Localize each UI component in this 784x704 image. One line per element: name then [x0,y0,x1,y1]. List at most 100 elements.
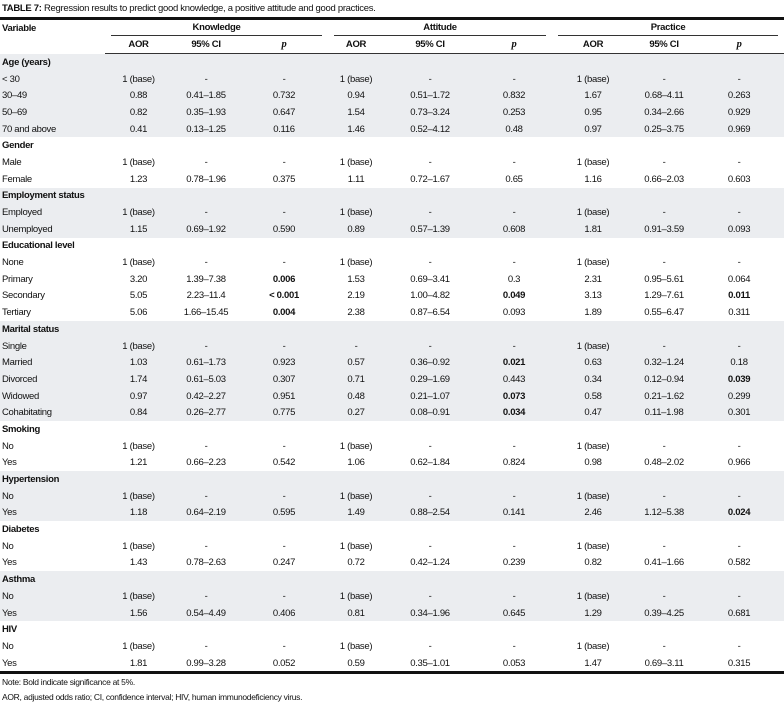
practice-aor-cell: 1 (base) [552,588,635,605]
knowledge-p-cell: 0.923 [240,354,329,372]
practice-p-cell: 0.039 [694,371,784,388]
attitude-aor-cell: 1 (base) [339,257,373,269]
row-label: Tertiary [2,307,31,319]
attitude-p-cell: - [512,540,516,552]
knowledge-ci-cell: 0.42–2.27 [172,387,240,405]
knowledge-aor-cell: 5.06 [129,307,148,319]
row-label: Unemployed [0,220,105,238]
row-label: 50–69 [0,104,105,121]
attitude-ci-cell: 0.36–0.92 [384,354,477,372]
knowledge-ci-cell: 1.39–7.38 [186,273,226,285]
attitude-p-cell: - [512,640,516,652]
header-ci: 95% CI [384,36,477,54]
knowledge-p-cell: 0.542 [272,457,296,469]
row-label: Widowed [0,387,105,405]
header-aor: AOR [105,36,172,54]
practice-ci-cell: 0.95–5.61 [644,273,684,285]
header-p: p [476,36,553,54]
row-label: None [2,257,24,269]
row-label: Yes [0,604,105,622]
practice-p-cell: - [694,337,784,355]
attitude-p-cell: - [512,440,516,452]
attitude-p-cell: 0.824 [502,457,526,469]
practice-ci-cell: - [662,257,666,269]
attitude-ci-cell: 0.73–3.24 [384,104,477,121]
practice-ci-cell: - [634,204,695,221]
attitude-p-cell: 0.608 [476,220,553,238]
attitude-p-cell: 0.3 [507,273,521,285]
knowledge-aor-cell: 3.20 [129,273,148,285]
attitude-ci-cell: 0.57–1.39 [384,220,477,238]
header-variable: Variable [2,23,37,34]
practice-ci-cell: 0.41–1.66 [644,557,684,569]
header-practice: Practice [552,19,784,36]
attitude-ci-cell: 0.87–6.54 [410,307,450,319]
group-row: Marital status [0,321,784,338]
knowledge-aor-cell: 1 (base) [105,337,172,355]
practice-p-cell: 0.929 [694,104,784,121]
knowledge-p-cell: 0.052 [272,657,296,669]
attitude-aor-cell: 1 (base) [328,204,385,221]
row-label: Female [2,173,32,185]
attitude-aor-cell: 1.46 [328,120,385,138]
knowledge-ci-cell: 1.66–15.45 [183,307,229,319]
row-label: Yes [2,657,17,669]
practice-aor-cell: 1 (base) [576,440,610,452]
knowledge-aor-cell: 1 (base) [122,257,155,269]
header-attitude: Attitude [328,19,552,36]
knowledge-ci-cell: - [172,70,240,88]
attitude-p-cell: 0.021 [476,354,553,372]
table-row: No 1 (base) - - 1 (base) - - 1 (base) - - [0,538,784,555]
attitude-ci-cell: - [428,156,432,168]
attitude-aor-cell: 1.54 [328,104,385,121]
attitude-p-cell: 0.093 [502,307,526,319]
knowledge-p-cell: 0.006 [272,273,296,285]
group-row: Age (years) [0,53,784,71]
attitude-ci-cell: 0.08–0.91 [384,404,477,422]
attitude-p-cell: 0.073 [476,387,553,405]
knowledge-ci-cell: - [204,257,208,269]
knowledge-ci-cell: - [204,640,208,652]
practice-aor-cell: 0.34 [552,371,635,388]
knowledge-ci-cell: 0.66–2.23 [186,457,226,469]
practice-p-cell: - [737,640,741,652]
knowledge-aor-cell: 1.03 [105,354,172,372]
attitude-p-cell: - [476,337,553,355]
practice-ci-cell: 0.11–1.98 [634,404,695,422]
practice-p-cell: 0.093 [694,220,784,238]
knowledge-p-cell: 0.595 [240,504,329,522]
practice-ci-cell: 0.34–2.66 [634,104,695,121]
attitude-p-cell: 0.443 [476,371,553,388]
knowledge-aor-cell: 1 (base) [105,588,172,605]
practice-aor-cell: 1.67 [552,87,635,105]
knowledge-p-cell: 0.247 [272,557,296,569]
knowledge-p-cell: - [282,640,286,652]
practice-p-cell: 0.024 [694,504,784,522]
knowledge-p-cell: 0.775 [240,404,329,422]
practice-p-cell: 0.681 [694,604,784,622]
knowledge-aor-cell: 1.56 [105,604,172,622]
row-label: Divorced [0,371,105,388]
practice-ci-cell: 0.69–3.11 [644,657,684,669]
table-row: Primary 3.20 1.39–7.38 0.006 1.53 0.69–3.41 0.… [0,271,784,288]
knowledge-ci-cell: - [172,337,240,355]
knowledge-ci-cell: 0.78–1.96 [186,173,226,185]
knowledge-ci-cell: 0.69–1.92 [172,220,240,238]
knowledge-p-cell: - [282,440,286,452]
row-label: No [2,640,14,652]
table-row: Secondary 5.05 2.23–11.4 < 0.001 2.19 1.00–4.… [0,288,784,305]
attitude-p-cell: 0.049 [502,290,526,302]
knowledge-aor-cell: 1 (base) [122,640,155,652]
attitude-ci-cell: 0.62–1.84 [410,457,450,469]
header-ci: 95% CI [172,36,240,54]
knowledge-ci-cell: 0.78–2.63 [186,557,226,569]
knowledge-ci-cell: - [204,156,208,168]
row-label: Male [2,156,22,168]
attitude-ci-cell: 0.88–2.54 [384,504,477,522]
attitude-p-cell: 0.034 [476,404,553,422]
attitude-aor-cell: 0.89 [328,220,385,238]
practice-aor-cell: 0.47 [552,404,635,422]
practice-p-cell: - [694,204,784,221]
attitude-p-cell: 0.65 [505,173,523,185]
row-label: < 30 [0,70,105,88]
